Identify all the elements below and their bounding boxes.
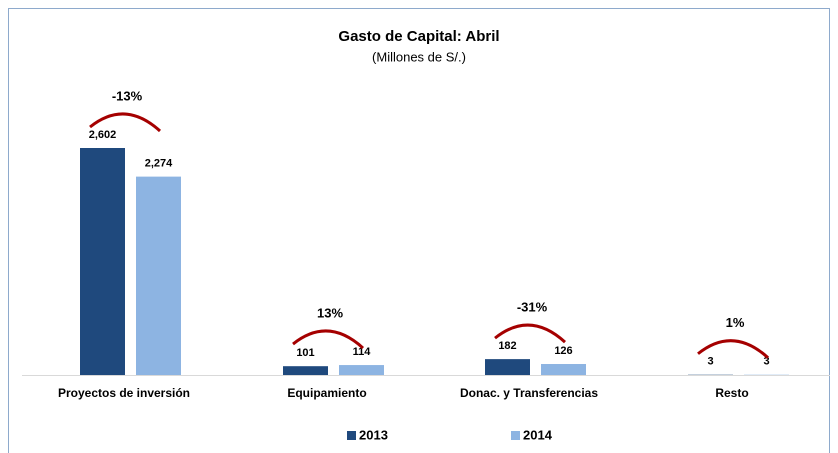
bar [136, 176, 181, 375]
x-tick-label: Resto [715, 386, 748, 400]
legend-label: 2013 [359, 427, 388, 442]
data-label: 2,274 [145, 158, 173, 170]
change-annotation: 1% [726, 315, 745, 330]
bar [283, 366, 328, 375]
bar [485, 359, 530, 375]
bar [339, 365, 384, 375]
change-annotation: 13% [317, 305, 343, 320]
data-label: 114 [353, 346, 372, 358]
data-label: 3 [707, 356, 713, 368]
data-label: 2,602 [89, 129, 117, 141]
bar [541, 364, 586, 375]
chart-subtitle: (Millones de S/.) [372, 49, 466, 64]
change-annotation: -31% [517, 300, 548, 315]
change-arc [89, 112, 162, 133]
x-tick-label: Equipamiento [287, 386, 366, 400]
legend-swatch [511, 431, 520, 440]
legend-label: 2014 [523, 427, 553, 442]
change-annotation: -13% [112, 88, 143, 103]
data-label: 182 [498, 340, 516, 352]
x-tick-label: Proyectos de inversión [58, 386, 190, 400]
chart-title: Gasto de Capital: Abril [338, 28, 499, 45]
legend-swatch [347, 431, 356, 440]
bar [80, 148, 125, 375]
change-arc [697, 339, 770, 359]
data-label: 126 [554, 345, 572, 357]
change-arc [292, 329, 365, 350]
data-label: 101 [296, 347, 314, 359]
data-label: 3 [763, 356, 769, 368]
change-arc [494, 323, 567, 344]
x-tick-label: Donac. y Transferencias [460, 386, 598, 400]
